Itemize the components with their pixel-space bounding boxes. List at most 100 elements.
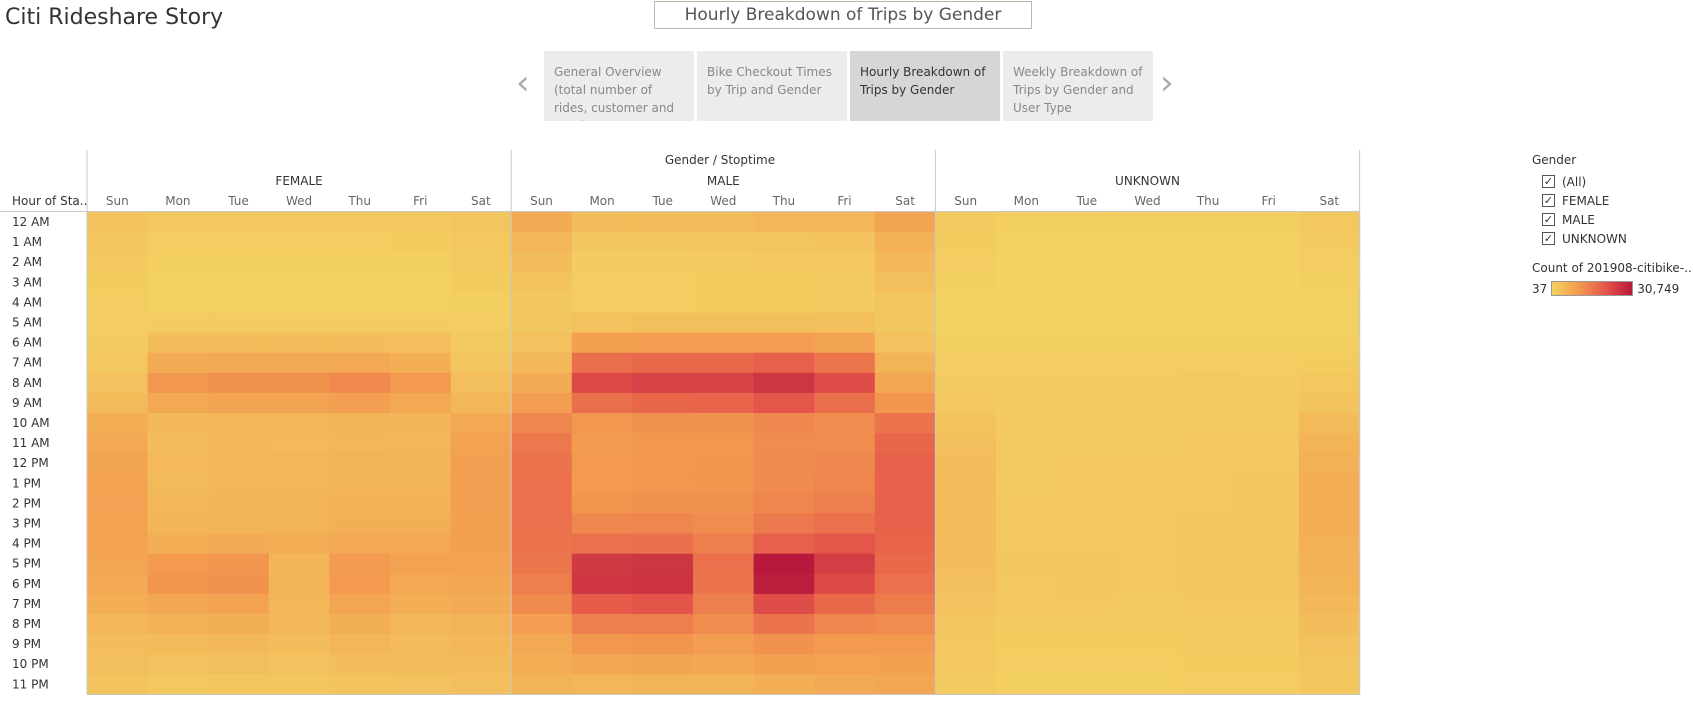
heatmap-cell: [814, 352, 876, 374]
story-title: Citi Rideshare Story: [5, 5, 224, 30]
heatmap-cell: [511, 272, 573, 293]
heatmap-cell: [1117, 533, 1179, 555]
heatmap-cell: [1056, 352, 1118, 374]
heatmap-cell: [996, 352, 1058, 374]
heatmap-cell: [935, 372, 997, 394]
heatmap-cell: [753, 332, 815, 354]
heatmap-cell: [450, 573, 512, 595]
heatmap-cell: [268, 513, 330, 535]
heatmap-cell: [87, 614, 149, 635]
heatmap-cell: [390, 372, 452, 394]
heatmap-cell: [814, 413, 876, 434]
heatmap-cell: [874, 593, 936, 615]
heatmap-cell: [1238, 493, 1300, 515]
heatmap-cell: [1238, 272, 1300, 293]
heatmap-cell: [147, 212, 209, 233]
heatmap-cell: [753, 392, 815, 414]
heatmap-cell: [208, 332, 270, 354]
heatmap-cell: [147, 553, 209, 575]
heatmap-cell: [1299, 252, 1361, 273]
heatmap-cell: [1238, 573, 1300, 595]
heatmap-cell: [208, 272, 270, 293]
story-prev-arrow-icon[interactable]: ‹: [516, 63, 530, 103]
heatmap-cell: [571, 634, 633, 655]
heatmap-cell: [874, 513, 936, 535]
heatmap-cell: [571, 533, 633, 555]
heatmap-cell: [693, 573, 755, 595]
story-point-weekly-breakdown[interactable]: Weekly Breakdown of Trips by Gender and …: [1003, 51, 1153, 121]
filter-option-all[interactable]: ✓ (All): [1532, 172, 1692, 191]
heatmap-cell: [390, 573, 452, 595]
heatmap-cell: [1177, 433, 1239, 454]
heatmap-cell: [511, 493, 573, 515]
heatmap-cell: [390, 433, 452, 454]
heatmap-cell: [935, 312, 997, 334]
heatmap-cell: [874, 252, 936, 273]
story-point-hourly-breakdown[interactable]: Hourly Breakdown of Trips by Gender: [850, 51, 1000, 121]
heatmap-cell: [390, 593, 452, 615]
heatmap-cell: [450, 232, 512, 253]
heatmap-cell: [571, 493, 633, 515]
story-point-general-overview[interactable]: General Overview (total number of rides,…: [544, 51, 694, 121]
heatmap-cell: [935, 573, 997, 595]
heatmap-cell: [814, 593, 876, 615]
checkbox-checked-icon[interactable]: ✓: [1542, 213, 1555, 226]
heatmap-cell: [268, 272, 330, 293]
heatmap-cell: [268, 674, 330, 695]
heatmap-cell: [450, 533, 512, 555]
heatmap-cell: [1238, 392, 1300, 414]
heatmap-cell: [1056, 292, 1118, 314]
day-label: Wed: [710, 194, 736, 208]
day-label: Thu: [772, 194, 796, 208]
heatmap-cell: [87, 453, 149, 474]
heatmap-cell: [632, 493, 694, 515]
heatmap-cell: [693, 352, 755, 374]
heatmap-cell: [147, 292, 209, 314]
heatmap-cell: [571, 593, 633, 615]
heatmap-cell: [87, 473, 149, 494]
heatmap-cell: [874, 372, 936, 394]
heatmap-cell: [874, 473, 936, 494]
heatmap-cell: [1299, 634, 1361, 655]
heatmap-cell: [632, 352, 694, 374]
heatmap-cell: [390, 392, 452, 414]
heatmap-cell: [1299, 312, 1361, 334]
heatmap-cell: [511, 292, 573, 314]
heatmap-cell: [693, 332, 755, 354]
filter-option-male[interactable]: ✓ MALE: [1532, 210, 1692, 229]
heatmap-cell: [935, 634, 997, 655]
heatmap-cell: [1177, 392, 1239, 414]
heatmap-cell: [1177, 513, 1239, 535]
heatmap-cell: [147, 473, 209, 494]
heatmap-cell: [268, 473, 330, 494]
heatmap-cell: [208, 212, 270, 233]
heatmap-cell: [996, 593, 1058, 615]
heatmap-cell: [1299, 433, 1361, 454]
heatmap-cell: [390, 413, 452, 434]
story-next-arrow-icon[interactable]: ›: [1160, 63, 1174, 103]
filter-option-female[interactable]: ✓ FEMALE: [1532, 191, 1692, 210]
heatmap-cell: [632, 473, 694, 494]
heatmap-cell: [935, 533, 997, 555]
filter-option-unknown[interactable]: ✓ UNKNOWN: [1532, 229, 1692, 248]
hour-label: 1 PM: [12, 476, 41, 490]
heatmap-cell: [208, 252, 270, 273]
heatmap-cell: [874, 674, 936, 695]
heatmap-cell: [632, 573, 694, 595]
heatmap-cell: [874, 212, 936, 233]
heatmap-cell: [1177, 493, 1239, 515]
hour-label: 4 AM: [12, 295, 42, 309]
heatmap-cell: [450, 212, 512, 233]
checkbox-checked-icon[interactable]: ✓: [1542, 194, 1555, 207]
checkbox-checked-icon[interactable]: ✓: [1542, 175, 1555, 188]
heatmap-cell: [632, 433, 694, 454]
story-point-bike-checkout-times[interactable]: Bike Checkout Times by Trip and Gender: [697, 51, 847, 121]
heatmap-cell: [329, 292, 391, 314]
heatmap-cell: [511, 533, 573, 555]
checkbox-checked-icon[interactable]: ✓: [1542, 232, 1555, 245]
heatmap-cell: [268, 332, 330, 354]
story-point-label: Weekly Breakdown of Trips by Gender and …: [1013, 65, 1143, 115]
heatmap-cell: [1177, 453, 1239, 474]
heatmap-cell: [1056, 312, 1118, 334]
heatmap-cell: [1117, 392, 1179, 414]
